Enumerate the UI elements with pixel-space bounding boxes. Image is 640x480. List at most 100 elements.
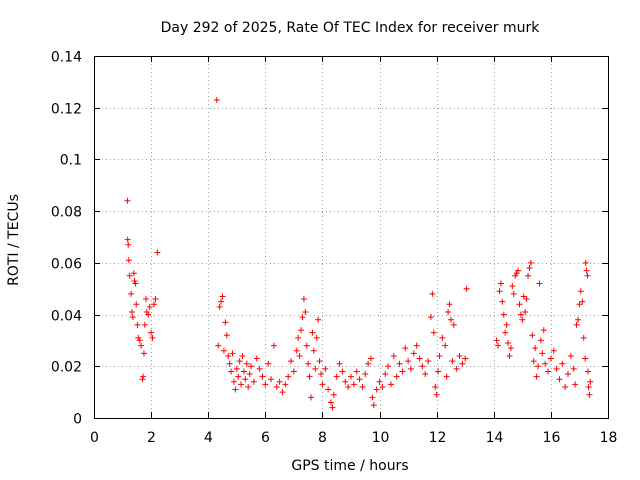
- data-point: [125, 241, 132, 248]
- data-point: [219, 293, 226, 300]
- data-point: [463, 285, 470, 292]
- data-point: [295, 334, 302, 341]
- data-point: [584, 272, 591, 279]
- data-point: [138, 342, 145, 349]
- data-point: [439, 334, 446, 341]
- data-point: [233, 365, 240, 372]
- data-point: [446, 301, 453, 308]
- data-point: [416, 355, 423, 362]
- data-point: [499, 298, 506, 305]
- data-point: [256, 365, 263, 372]
- data-point: [506, 352, 513, 359]
- data-point: [293, 347, 300, 354]
- data-point: [282, 381, 289, 388]
- data-point: [229, 350, 236, 357]
- data-point: [586, 391, 593, 398]
- data-point: [223, 332, 230, 339]
- data-point: [532, 345, 539, 352]
- data-point: [433, 391, 440, 398]
- data-point: [576, 301, 583, 308]
- data-point: [298, 327, 305, 334]
- data-point: [154, 249, 161, 256]
- data-point: [124, 197, 131, 204]
- data-point: [302, 308, 309, 315]
- data-point: [128, 308, 135, 315]
- data-point: [140, 350, 147, 357]
- data-point: [129, 314, 136, 321]
- x-tick-label: 14: [486, 430, 504, 446]
- data-point: [582, 355, 589, 362]
- data-point: [515, 267, 522, 274]
- data-point: [493, 337, 500, 344]
- axis-ticks: [94, 56, 609, 419]
- data-point: [270, 342, 277, 349]
- data-point: [583, 267, 590, 274]
- x-tick-label: 16: [543, 430, 561, 446]
- data-point: [456, 352, 463, 359]
- data-point: [228, 368, 235, 375]
- data-point: [526, 265, 533, 272]
- data-point: [505, 340, 512, 347]
- data-point: [525, 272, 532, 279]
- data-point: [545, 368, 552, 375]
- data-point: [329, 404, 336, 411]
- data-point: [523, 296, 530, 303]
- y-tick-label: 0.1: [60, 153, 82, 169]
- data-point: [220, 347, 227, 354]
- data-point: [539, 350, 546, 357]
- data-point: [300, 296, 307, 303]
- data-point: [536, 280, 543, 287]
- data-point: [422, 371, 429, 378]
- data-point: [362, 371, 369, 378]
- data-point: [429, 290, 436, 297]
- x-tick-label: 10: [372, 430, 390, 446]
- data-point: [140, 373, 147, 380]
- data-point: [399, 368, 406, 375]
- data-point: [225, 352, 232, 359]
- data-point: [306, 373, 313, 380]
- data-point: [382, 371, 389, 378]
- data-points: [124, 96, 594, 411]
- data-point: [312, 365, 319, 372]
- x-tick-label: 18: [600, 430, 618, 446]
- data-point: [427, 314, 434, 321]
- data-point: [587, 378, 594, 385]
- data-point: [565, 371, 572, 378]
- data-point: [150, 301, 157, 308]
- data-point: [248, 363, 255, 370]
- x-tick-label: 8: [318, 430, 327, 446]
- data-point: [131, 277, 138, 284]
- data-point: [136, 337, 143, 344]
- data-point: [142, 296, 149, 303]
- data-point: [410, 350, 417, 357]
- data-point: [407, 365, 414, 372]
- chart-title: Day 292 of 2025, Rate Of TEC Index for r…: [161, 20, 541, 36]
- y-tick-label: 0.04: [51, 309, 82, 325]
- data-point: [149, 334, 156, 341]
- data-point: [146, 303, 153, 310]
- data-point: [513, 270, 520, 277]
- data-point: [537, 337, 544, 344]
- plot-frame: [94, 56, 609, 419]
- data-point: [575, 316, 582, 323]
- data-point: [453, 365, 460, 372]
- data-point: [509, 283, 516, 290]
- data-point: [242, 376, 249, 383]
- data-point: [516, 301, 523, 308]
- data-point: [579, 298, 586, 305]
- data-point: [325, 386, 332, 393]
- data-point: [309, 329, 316, 336]
- data-point: [553, 365, 560, 372]
- data-point: [402, 345, 409, 352]
- data-point: [143, 308, 150, 315]
- data-point: [215, 342, 222, 349]
- data-point: [502, 329, 509, 336]
- data-point: [141, 321, 148, 328]
- data-point: [243, 360, 250, 367]
- data-point: [132, 280, 139, 287]
- data-point: [533, 373, 540, 380]
- data-point: [348, 373, 354, 380]
- data-point: [305, 360, 312, 367]
- data-point: [285, 373, 292, 380]
- data-point: [310, 347, 317, 354]
